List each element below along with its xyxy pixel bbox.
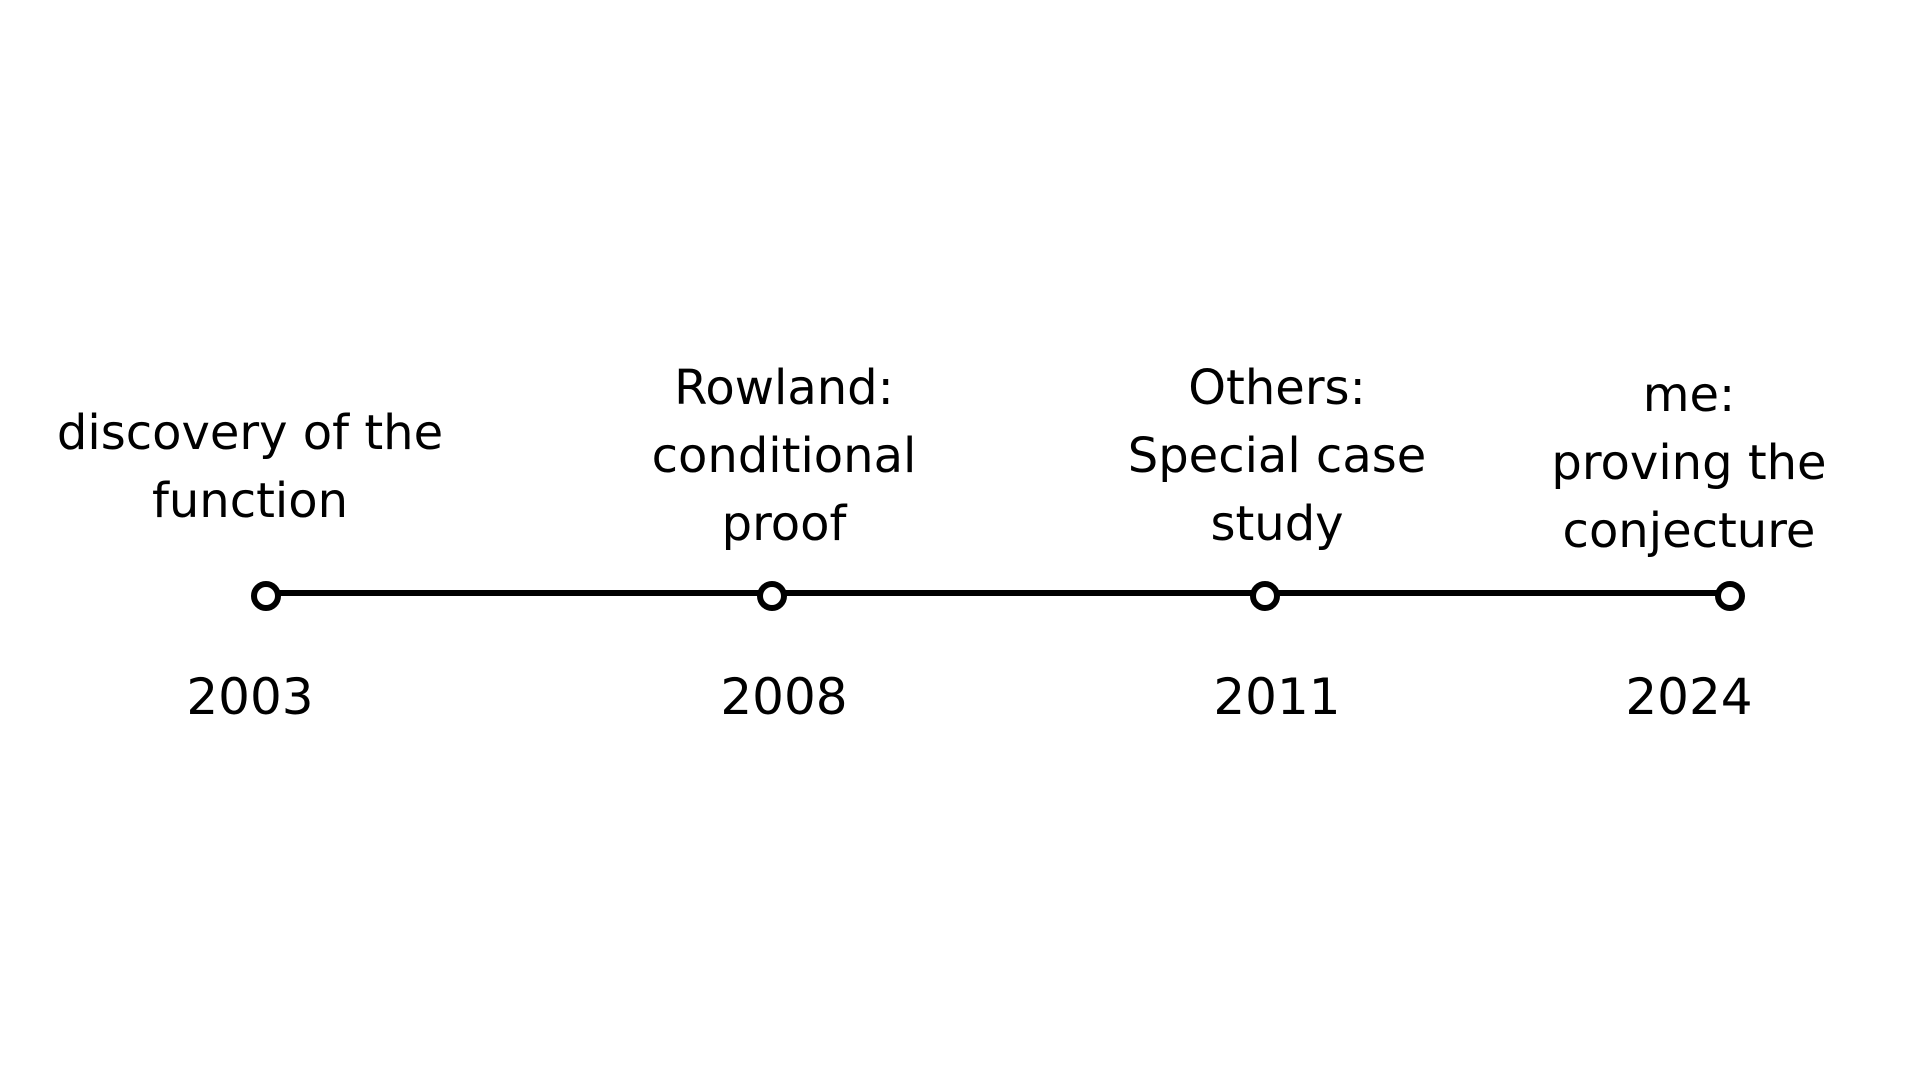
- event-year: 2003: [186, 668, 314, 726]
- timeline-marker: [251, 581, 281, 611]
- event-label-line: discovery of the: [56, 405, 444, 461]
- event-label: Others: Special case study: [1067, 354, 1487, 558]
- event-label-line: conditional: [651, 428, 917, 484]
- timeline-marker: [1715, 581, 1745, 611]
- event-label-block: discovery of the function: [40, 0, 460, 535]
- event-label-line: proving the: [1551, 435, 1827, 491]
- event-year: 2024: [1625, 668, 1753, 726]
- event-label-block: Rowland: conditional proof: [574, 0, 994, 558]
- event-label-line: Others:: [1188, 360, 1366, 416]
- event-label-line: Rowland:: [674, 360, 894, 416]
- event-label-line: conjecture: [1562, 503, 1816, 559]
- event-label-block: me: proving the conjecture: [1479, 0, 1899, 565]
- event-year: 2011: [1213, 668, 1341, 726]
- event-label: me: proving the conjecture: [1479, 361, 1899, 565]
- event-year: 2008: [720, 668, 848, 726]
- timeline-axis-line: [263, 590, 1730, 596]
- event-label-line: me:: [1642, 367, 1736, 423]
- event-label-line: study: [1210, 496, 1344, 552]
- timeline-marker: [1250, 581, 1280, 611]
- timeline-marker: [757, 581, 787, 611]
- event-label-block: Others: Special case study: [1067, 0, 1487, 558]
- event-label-line: proof: [721, 496, 847, 552]
- event-label-line: function: [151, 473, 349, 529]
- event-label-line: Special case: [1127, 428, 1427, 484]
- event-label: Rowland: conditional proof: [574, 354, 994, 558]
- event-label: discovery of the function: [40, 399, 460, 535]
